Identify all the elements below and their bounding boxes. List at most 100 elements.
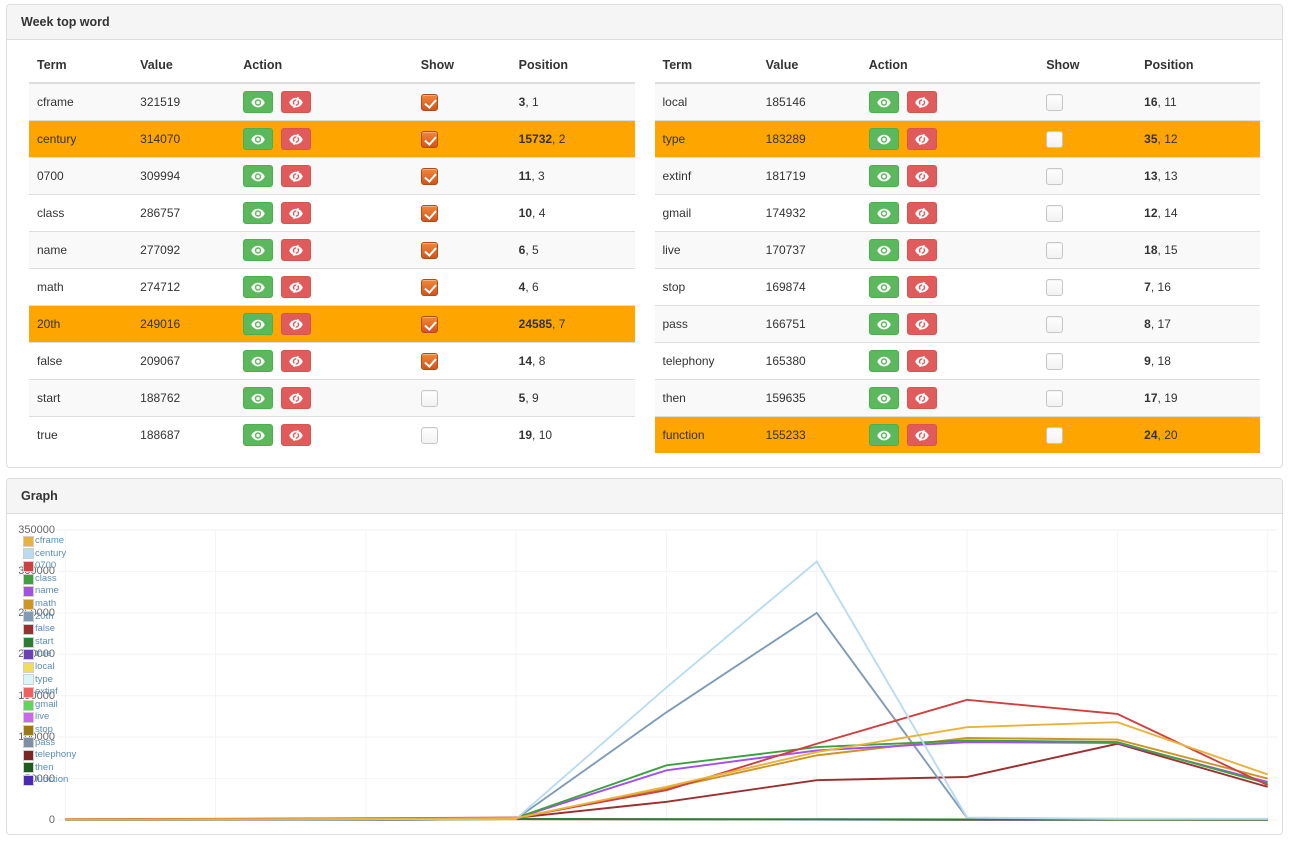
table-row[interactable]: telephony 165380 9, 18 (654, 342, 1260, 380)
legend-item[interactable]: 0700 (23, 560, 76, 573)
show-series-button[interactable] (868, 239, 899, 261)
column-header-position[interactable]: Position (1136, 50, 1260, 84)
legend-item[interactable]: local (23, 661, 76, 674)
table-row[interactable]: extinf 181719 13, 13 (654, 157, 1260, 195)
show-checkbox[interactable] (420, 352, 438, 370)
table-row[interactable]: pass 166751 8, 17 (654, 305, 1260, 343)
show-checkbox[interactable] (1046, 167, 1064, 185)
hide-series-button[interactable] (281, 313, 312, 335)
table-row[interactable]: function 155233 24, 20 (654, 416, 1260, 453)
show-series-button[interactable] (868, 424, 899, 446)
hide-series-button[interactable] (281, 239, 312, 261)
show-checkbox[interactable] (1046, 426, 1064, 444)
show-series-button[interactable] (243, 128, 274, 150)
table-row[interactable]: then 159635 17, 19 (654, 379, 1260, 417)
hide-series-button[interactable] (281, 424, 312, 446)
legend-item[interactable]: type (23, 674, 76, 687)
legend-item[interactable]: then (23, 762, 76, 775)
hide-series-button[interactable] (906, 165, 937, 187)
show-series-button[interactable] (243, 239, 274, 261)
show-series-button[interactable] (243, 350, 274, 372)
hide-series-button[interactable] (906, 239, 937, 261)
show-checkbox[interactable] (1046, 315, 1064, 333)
table-row[interactable]: type 183289 35, 12 (654, 120, 1260, 158)
hide-series-button[interactable] (281, 276, 312, 298)
column-header-action[interactable]: Action (235, 50, 413, 84)
table-row[interactable]: class 286757 10, 4 (29, 194, 635, 232)
column-header-value[interactable]: Value (132, 50, 236, 84)
hide-series-button[interactable] (281, 91, 312, 113)
column-header-term[interactable]: Term (654, 50, 758, 84)
show-checkbox[interactable] (420, 93, 438, 111)
legend-item[interactable]: name (23, 585, 76, 598)
hide-series-button[interactable] (906, 387, 937, 409)
hide-series-button[interactable] (906, 276, 937, 298)
show-series-button[interactable] (868, 91, 899, 113)
table-row[interactable]: math 274712 4, 6 (29, 268, 635, 306)
legend-item[interactable]: live (23, 711, 76, 724)
hide-series-button[interactable] (281, 165, 312, 187)
legend-item[interactable]: 20th (23, 611, 76, 624)
hide-series-button[interactable] (906, 313, 937, 335)
column-header-term[interactable]: Term (29, 50, 133, 84)
legend-item[interactable]: pass (23, 737, 76, 750)
table-row[interactable]: 0700 309994 11, 3 (29, 157, 635, 195)
show-series-button[interactable] (243, 91, 274, 113)
show-checkbox[interactable] (1046, 389, 1064, 407)
legend-item[interactable]: function (23, 774, 76, 787)
column-header-action[interactable]: Action (860, 50, 1039, 84)
show-checkbox[interactable] (1046, 93, 1064, 111)
table-row[interactable]: stop 169874 7, 16 (654, 268, 1260, 306)
table-row[interactable]: local 185146 16, 11 (654, 82, 1260, 121)
hide-series-button[interactable] (281, 202, 312, 224)
show-series-button[interactable] (243, 276, 274, 298)
legend-item[interactable]: true (23, 648, 76, 661)
table-row[interactable]: 20th 249016 24585, 7 (29, 305, 635, 343)
table-row[interactable]: live 170737 18, 15 (654, 231, 1260, 269)
show-series-button[interactable] (243, 387, 274, 409)
show-series-button[interactable] (243, 165, 274, 187)
show-series-button[interactable] (868, 313, 899, 335)
hide-series-button[interactable] (281, 387, 312, 409)
hide-series-button[interactable] (906, 424, 937, 446)
legend-item[interactable]: century (23, 548, 76, 561)
column-header-position[interactable]: Position (510, 50, 635, 84)
table-row[interactable]: century 314070 15732, 2 (29, 120, 635, 158)
show-checkbox[interactable] (420, 167, 438, 185)
table-row[interactable]: false 209067 14, 8 (29, 342, 635, 380)
show-checkbox[interactable] (420, 426, 438, 444)
hide-series-button[interactable] (906, 128, 937, 150)
show-series-button[interactable] (868, 276, 899, 298)
legend-item[interactable]: start (23, 636, 76, 649)
legend-item[interactable]: gmail (23, 699, 76, 712)
show-checkbox[interactable] (1046, 241, 1064, 259)
table-row[interactable]: true 188687 19, 10 (29, 416, 635, 453)
table-row[interactable]: name 277092 6, 5 (29, 231, 635, 269)
show-series-button[interactable] (868, 387, 899, 409)
show-checkbox[interactable] (420, 315, 438, 333)
hide-series-button[interactable] (906, 91, 937, 113)
show-checkbox[interactable] (1046, 352, 1064, 370)
hide-series-button[interactable] (906, 350, 937, 372)
hide-series-button[interactable] (906, 202, 937, 224)
show-checkbox[interactable] (420, 204, 438, 222)
legend-item[interactable]: stop (23, 724, 76, 737)
show-series-button[interactable] (868, 128, 899, 150)
show-series-button[interactable] (868, 165, 899, 187)
column-header-show[interactable]: Show (1038, 50, 1137, 84)
show-series-button[interactable] (243, 313, 274, 335)
show-checkbox[interactable] (420, 389, 438, 407)
column-header-value[interactable]: Value (757, 50, 861, 84)
show-series-button[interactable] (243, 424, 274, 446)
table-row[interactable]: gmail 174932 12, 14 (654, 194, 1260, 232)
legend-item[interactable]: cframe (23, 535, 76, 548)
show-checkbox[interactable] (420, 130, 438, 148)
legend-item[interactable]: false (23, 623, 76, 636)
table-row[interactable]: cframe 321519 3, 1 (29, 82, 635, 121)
legend-item[interactable]: telephony (23, 749, 76, 762)
hide-series-button[interactable] (281, 350, 312, 372)
column-header-show[interactable]: Show (412, 50, 511, 84)
show-checkbox[interactable] (1046, 130, 1064, 148)
show-series-button[interactable] (868, 202, 899, 224)
show-checkbox[interactable] (1046, 278, 1064, 296)
